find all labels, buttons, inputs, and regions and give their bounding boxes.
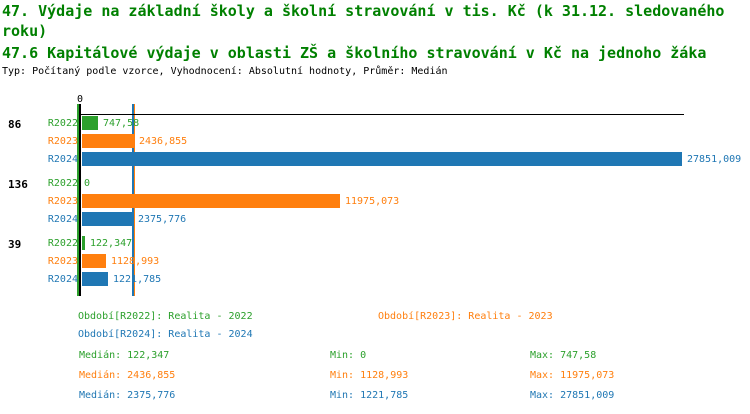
legend-r2023: Období[R2023]: Realita - 2023 [378,311,553,322]
row-label-r2024-86: R2024 [47,154,78,165]
bar-r2024-136 [82,212,133,226]
stat-median-r2024: Medián: 2375,776 [79,390,176,401]
stat-median-r2023: Medián: 2436,855 [79,370,176,381]
value-label-r2023-39: 1128,993 [111,256,160,267]
stat-max-r2023: Max: 11975,073 [530,370,615,381]
value-label-r2023-86: 2436,855 [139,136,188,147]
bar-r2022-86 [82,116,98,130]
row-label-r2023-86: R2023 [47,136,78,147]
bar-r2023-39 [82,254,106,268]
stat-min-r2024: Min: 1221,785 [330,390,409,401]
row-label-r2022-136: R2022 [47,178,78,189]
chart-subtitle: 47.6 Kapitálové výdaje v oblasti ZŠ a šk… [2,44,707,62]
value-label-r2024-136: 2375,776 [138,214,187,225]
bar-r2023-86 [82,134,134,148]
legend-r2022: Období[R2022]: Realita - 2022 [78,311,253,322]
category-label-39: 39 [8,238,22,251]
zero-tick-label: 0 [76,94,84,105]
value-label-r2022-39: 122,347 [90,238,133,249]
row-label-r2022-86: R2022 [47,118,78,129]
stat-min-r2022: Min: 0 [330,350,367,361]
value-label-r2023-136: 11975,073 [345,196,400,207]
y-axis-line [79,104,81,296]
row-label-r2024-136: R2024 [47,214,78,225]
legend-r2024: Období[R2024]: Realita - 2024 [78,329,253,340]
stat-min-r2023: Min: 1128,993 [330,370,409,381]
plot-area: 0 86 R2022 747,58 R2023 2436,855 R2024 27851,00… [0,90,750,300]
bar-r2024-39 [82,272,108,286]
stat-max-r2022: Max: 747,58 [530,350,597,361]
value-label-r2022-86: 747,58 [103,118,140,129]
value-label-r2024-39: 1221,785 [113,274,162,285]
category-label-86: 86 [8,118,22,131]
value-label-r2022-136: 0 [84,178,91,189]
row-label-r2022-39: R2022 [47,238,78,249]
chart-title-line-2: roku) [2,22,48,40]
value-label-r2024-86: 27851,009 [687,154,742,165]
bar-r2024-86 [82,152,682,166]
chart-title-line-1: 47. Výdaje na základní školy a školní st… [2,2,725,20]
median-line-r2022 [77,104,79,296]
category-label-136: 136 [8,178,28,191]
stat-max-r2024: Max: 27851,009 [530,390,615,401]
stat-median-r2022: Medián: 122,347 [79,350,170,361]
row-label-r2023-39: R2023 [47,256,78,267]
row-label-r2023-136: R2023 [47,196,78,207]
bar-r2023-136 [82,194,340,208]
chart-meta: Typ: Počítaný podle vzorce, Vyhodnocení:… [2,66,448,77]
row-label-r2024-39: R2024 [47,274,78,285]
x-axis-line [79,114,684,115]
bar-r2022-39 [82,236,85,250]
